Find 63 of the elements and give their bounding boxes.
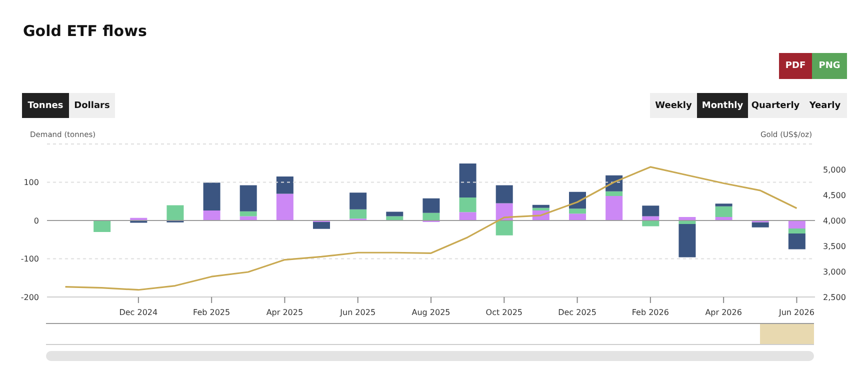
bar: [606, 196, 623, 220]
text: Monthly: [697, 93, 748, 118]
x-tick-label: Jun 2026: [778, 308, 814, 317]
bar: [496, 220, 513, 236]
bar: [532, 208, 550, 211]
text: Quarterly: [748, 93, 803, 118]
bar: [240, 211, 257, 216]
y2-tick-label: 4,000: [823, 216, 846, 226]
bar: [606, 191, 623, 196]
y2-tick-label: 5,000: [823, 165, 846, 174]
x-tick-label: Dec 2025: [558, 308, 596, 317]
bar: [203, 210, 220, 220]
x-tick-label: Dec 2024: [119, 308, 158, 317]
bar: [496, 185, 513, 204]
y2-tick-label: 4,500: [823, 190, 846, 200]
x-tick-label: Feb 2025: [193, 308, 230, 317]
text: PNG: [812, 53, 847, 79]
bar: [642, 206, 660, 216]
text: Yearly: [803, 93, 847, 118]
bar: [386, 212, 404, 216]
bar: [350, 192, 367, 210]
text: Tonnes: [22, 93, 69, 118]
bar: [276, 176, 294, 194]
bar: [276, 194, 294, 220]
x-tick-label: Jun 2025: [339, 308, 376, 317]
x-tick-label: Apr 2025: [266, 308, 304, 317]
chart-title: Gold ETF flows: [23, 22, 147, 40]
bar: [94, 220, 111, 232]
bar: [422, 198, 440, 213]
bar: [715, 206, 732, 218]
y-tick-label: -100: [20, 254, 39, 264]
y2-tick-label: 3,000: [823, 267, 846, 276]
x-tick-label: Feb 2026: [632, 308, 669, 317]
bar: [788, 220, 806, 229]
text: Dollars: [69, 93, 115, 118]
bar: [788, 234, 806, 250]
bar: [569, 214, 586, 220]
bar: [788, 228, 806, 234]
bar: [240, 185, 257, 212]
line-series: [64, 166, 798, 291]
bar: [752, 222, 769, 228]
y-tick-label: 100: [24, 178, 39, 188]
y-tick-label: 0: [34, 216, 39, 226]
bar: [203, 182, 220, 211]
bar: [532, 204, 550, 208]
bar: [422, 212, 440, 220]
text: Weekly: [650, 93, 697, 118]
bar: [459, 212, 476, 220]
bar: [459, 198, 476, 212]
bar: [166, 205, 184, 220]
bar: [715, 204, 732, 206]
y2-tick-label: 2,500: [823, 292, 846, 302]
bar: [678, 224, 696, 258]
bar: [569, 208, 586, 214]
bar: [459, 164, 476, 198]
x-tick-label: Apr 2026: [705, 308, 742, 317]
text: PDF: [779, 53, 812, 79]
y2-tick-label: 3,500: [823, 242, 846, 251]
x-tick-label: Oct 2025: [486, 308, 523, 317]
y-tick-label: -200: [20, 292, 39, 302]
x-tick-label: Aug 2025: [412, 308, 450, 317]
bar: [350, 209, 367, 219]
bar: [313, 222, 330, 229]
